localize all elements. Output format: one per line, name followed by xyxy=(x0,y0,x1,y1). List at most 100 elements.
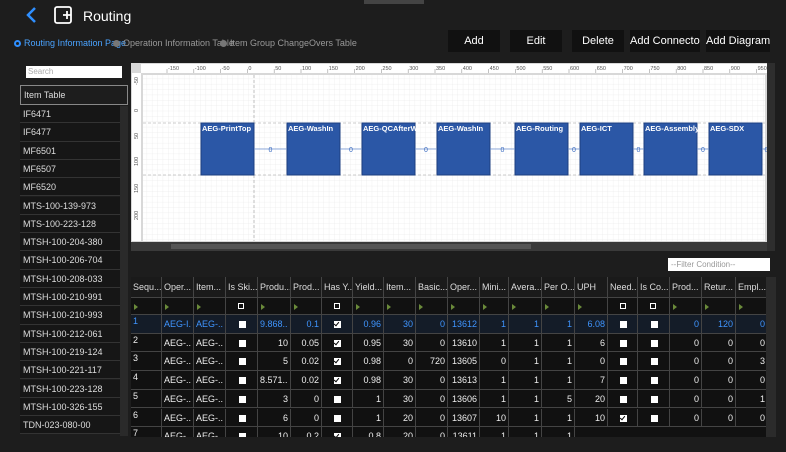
checkbox-checked[interactable] xyxy=(334,358,341,366)
column-header[interactable]: Prod... xyxy=(291,277,322,298)
column-header[interactable]: Need... xyxy=(608,277,638,298)
filter-checkbox xyxy=(334,303,340,309)
item-row[interactable]: MTSH-100-204-380 xyxy=(20,233,120,252)
table-cell xyxy=(226,427,258,437)
column-header[interactable]: Avera... xyxy=(509,277,542,298)
item-row[interactable]: MTSH-100-210-991 xyxy=(20,288,120,307)
checkbox-checked[interactable] xyxy=(334,321,341,328)
column-header[interactable]: Yield... xyxy=(353,277,384,298)
item-row[interactable]: IF6471 xyxy=(20,105,120,124)
ruler-x-label: 750 xyxy=(650,66,659,72)
cell-text: AEG-... xyxy=(196,356,223,367)
item-row[interactable]: MTSH-100-221-117 xyxy=(20,361,120,380)
tab[interactable]: Routing Information Page xyxy=(24,38,127,48)
filter-cell xyxy=(384,298,416,315)
column-header[interactable]: Per O... xyxy=(542,277,575,298)
item-row[interactable]: MF6520 xyxy=(20,178,120,197)
column-header[interactable]: Oper... xyxy=(448,277,480,298)
tab[interactable]: Operation Information Table xyxy=(123,38,234,48)
tab-dot xyxy=(14,40,21,47)
table-cell: AEG-I... xyxy=(162,315,194,334)
checkbox[interactable] xyxy=(238,339,246,347)
tab[interactable]: Item Group ChangeOvers Table xyxy=(230,38,357,48)
button[interactable]: Add Diagram xyxy=(706,30,770,52)
item-row[interactable]: TDN-023-080-00 xyxy=(20,416,120,435)
item-row[interactable]: MTSH-100-219-124 xyxy=(20,342,120,362)
cell-text: 0 xyxy=(693,337,699,348)
filter-cell xyxy=(670,298,702,315)
item-row[interactable]: MTSH-100-206-704 xyxy=(20,251,120,270)
checkbox[interactable] xyxy=(650,377,658,385)
checkbox[interactable] xyxy=(650,339,658,347)
search-box[interactable]: Search xyxy=(26,66,122,78)
checkbox-checked[interactable] xyxy=(334,433,341,437)
button[interactable]: Add xyxy=(448,30,500,52)
checkbox[interactable] xyxy=(619,358,627,366)
checkbox[interactable] xyxy=(238,395,246,403)
ruler-x-label: 250 xyxy=(382,66,391,72)
item-row[interactable]: MTSH-100-326-155 xyxy=(20,397,120,417)
checkbox-checked[interactable] xyxy=(619,414,627,422)
column-header[interactable]: Mini... xyxy=(480,277,509,298)
ruler-y-label: 200 xyxy=(134,211,140,220)
checkbox[interactable] xyxy=(619,377,627,385)
filter-box[interactable]: --Filter Condition-- xyxy=(668,258,770,271)
table-cell: 0 xyxy=(736,408,768,428)
item-row[interactable]: MTSH-100-210-993 xyxy=(20,306,120,325)
cell-text: 0 xyxy=(759,337,765,348)
back-arrow[interactable] xyxy=(26,7,36,23)
button[interactable]: Add Connector xyxy=(630,30,700,52)
table-cell: 6 xyxy=(575,333,608,353)
checkbox[interactable] xyxy=(650,358,658,366)
checkbox[interactable] xyxy=(619,339,627,347)
button[interactable]: Edit xyxy=(510,30,562,52)
checkbox[interactable] xyxy=(238,414,246,422)
item-row[interactable]: MTS-100-139-973 xyxy=(20,196,120,215)
checkbox[interactable] xyxy=(238,358,246,366)
column-header[interactable]: Item... xyxy=(384,277,416,298)
table-cell: 13612 xyxy=(448,315,480,334)
button[interactable]: Delete xyxy=(572,30,624,52)
filter-cell xyxy=(608,298,638,315)
checkbox[interactable] xyxy=(238,377,246,385)
column-header[interactable]: Empl... xyxy=(736,277,768,298)
item-row[interactable]: IF6477 xyxy=(20,123,120,142)
checkbox[interactable] xyxy=(334,414,341,422)
column-header[interactable]: Is Co... xyxy=(638,277,670,298)
scrollbar xyxy=(120,106,128,436)
ruler-y-label: 0 xyxy=(134,109,140,112)
checkbox[interactable] xyxy=(334,395,341,403)
item-row[interactable]: MTS-100-223-128 xyxy=(20,214,120,234)
checkbox[interactable] xyxy=(650,414,658,422)
diagram[interactable]: -150 -100 -50 0 50 100 150 200 250 300 350 400 450 50… xyxy=(131,63,775,251)
item-row[interactable]: MF6501 xyxy=(20,141,120,160)
column-header[interactable]: Produ... xyxy=(258,277,291,298)
column-header[interactable]: Item... xyxy=(194,277,226,298)
checkbox[interactable] xyxy=(650,395,658,403)
checkbox[interactable] xyxy=(650,321,658,328)
checkbox-checked[interactable] xyxy=(334,377,341,385)
filter-cell xyxy=(194,298,226,315)
item-row[interactable]: MTSH-100-223-128 xyxy=(20,379,120,398)
item-row[interactable]: MF6507 xyxy=(20,159,120,179)
node xyxy=(514,122,569,176)
column-header[interactable]: Retur... xyxy=(702,277,736,298)
column-header[interactable]: Prod... xyxy=(670,277,702,298)
table-cell: AEG-... xyxy=(194,389,226,409)
checkbox-checked[interactable] xyxy=(334,339,341,347)
cell-text: 1 xyxy=(566,319,572,329)
column-header[interactable]: Oper... xyxy=(162,277,194,298)
column-header[interactable]: UPH xyxy=(575,277,608,298)
column-header[interactable]: Basic... xyxy=(416,277,448,298)
item-row[interactable]: MTSH-100-208-033 xyxy=(20,269,120,288)
checkbox[interactable] xyxy=(619,321,627,328)
checkbox[interactable] xyxy=(238,433,246,437)
checkbox[interactable] xyxy=(619,395,627,403)
column-header[interactable]: Has Y... xyxy=(322,277,353,298)
item-row[interactable]: MTSH-100-212-061 xyxy=(20,324,120,343)
table-cell: 5 xyxy=(258,352,291,372)
column-header[interactable]: Is Ski... xyxy=(226,277,258,298)
column-header[interactable]: Sequ... xyxy=(131,277,162,298)
checkbox[interactable] xyxy=(238,321,246,328)
cell-text: AEG-... xyxy=(196,412,223,423)
